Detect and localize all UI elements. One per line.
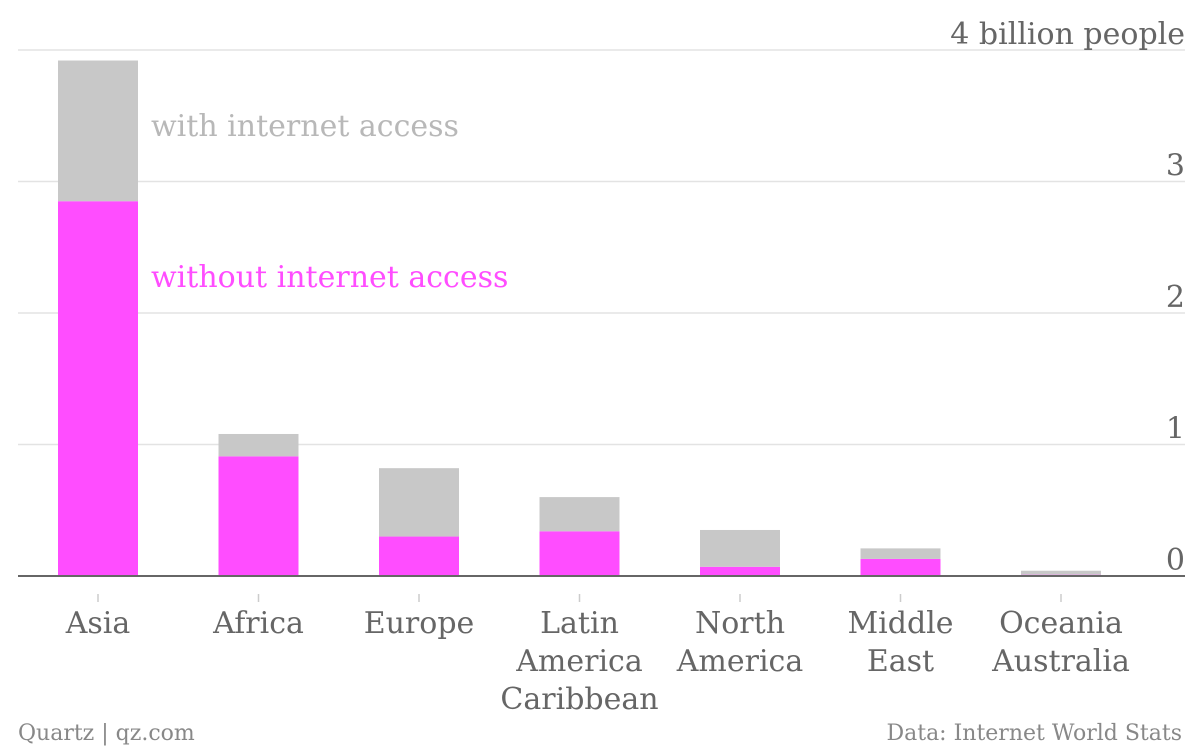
- category-label: Africa: [212, 606, 304, 641]
- bar-segment: [1021, 570, 1101, 575]
- series-label-without-access: without internet access: [151, 260, 508, 295]
- bar-segment: [58, 60, 138, 202]
- y-tick-label: 1: [1166, 412, 1185, 447]
- series-label-with-access: with internet access: [151, 109, 459, 144]
- bar-segment: [539, 497, 620, 532]
- category-label: Europe: [364, 606, 475, 641]
- y-tick-label: 0: [1166, 543, 1185, 578]
- category-label: Oceania Australia: [991, 606, 1130, 679]
- bar-segment: [700, 529, 780, 567]
- bar-segment: [539, 531, 620, 576]
- category-label: Asia: [65, 606, 131, 641]
- y-tick-label: 3: [1166, 149, 1185, 184]
- bar-segment: [379, 468, 459, 537]
- category-label: Middle East: [847, 606, 953, 679]
- series-labels: with internet access without internet acc…: [151, 109, 508, 295]
- y-tick-label: 2: [1166, 280, 1185, 315]
- bar-segment: [379, 536, 459, 576]
- source-text: Data: Internet World Stats: [886, 721, 1182, 746]
- category-label: Latin America Caribbean: [500, 606, 658, 717]
- x-axis: Asia Africa Europe Latin America CaribbeanNor…: [18, 575, 1185, 717]
- credit-text: Quartz | qz.com: [18, 721, 195, 746]
- bar-segment: [58, 201, 138, 576]
- bar-group: [58, 60, 1101, 576]
- category-label: North America: [676, 606, 804, 679]
- y-axis-label: 4 billion people: [950, 17, 1185, 52]
- bar-segment: [218, 433, 299, 457]
- gridlines: [18, 49, 1185, 446]
- bar-segment: [218, 456, 299, 576]
- bar-segment: [860, 558, 941, 576]
- bar-segment: [700, 566, 780, 576]
- y-axis: 0 1 2 3 4 billion people: [950, 17, 1185, 578]
- bar-segment: [860, 548, 941, 559]
